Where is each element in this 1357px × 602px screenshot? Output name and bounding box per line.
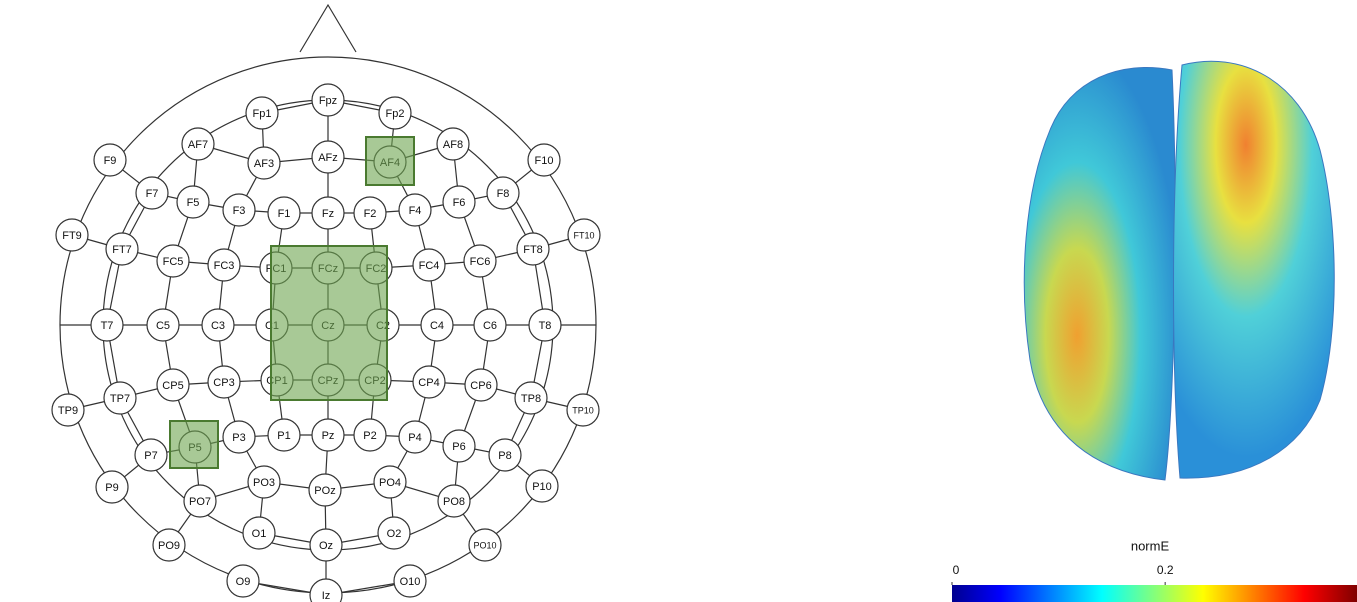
electrode-label: FC4: [419, 260, 440, 272]
electrode-label: C3: [211, 320, 225, 332]
electrode-label: C5: [156, 320, 170, 332]
electrode-label: F8: [497, 188, 510, 200]
electrode-label: FT9: [62, 230, 82, 242]
electrode-label: P3: [232, 432, 245, 444]
colorbar: normE 0 0.2: [952, 538, 1357, 602]
electrode-label: CP6: [470, 380, 491, 392]
electrode-label: F9: [104, 155, 117, 167]
electrode-label: CP5: [162, 380, 183, 392]
electrode-label: Iz: [322, 590, 331, 602]
electrode-label: FC5: [163, 256, 184, 268]
electrode-label: T7: [101, 320, 114, 332]
electrode-label: TP7: [110, 393, 130, 405]
electrode-label: PO7: [189, 496, 211, 508]
electrode-label: TP8: [521, 393, 541, 405]
figure: Fp1FpzFp2AF7AF3AFzAF4AF8F9F7F5F3F1FzF2F4…: [0, 0, 1357, 602]
colorbar-title: normE: [1131, 538, 1170, 553]
electrode-label: P7: [144, 450, 157, 462]
electrode-label: C4: [430, 320, 444, 332]
electrode-label: TP10: [572, 405, 594, 415]
electrode-label: P6: [452, 441, 465, 453]
electrode-label: PO3: [253, 477, 275, 489]
electrode-label: T8: [539, 320, 552, 332]
electrode-label: PO9: [158, 540, 180, 552]
electrode-label: Fp1: [253, 108, 272, 120]
electrode-label: AF7: [188, 139, 208, 151]
electrode-label: P10: [532, 481, 552, 493]
electrode-label: P8: [498, 450, 511, 462]
electrode-label: PO8: [443, 496, 465, 508]
electrode-label: F1: [278, 208, 291, 220]
electrode-label: O9: [236, 576, 251, 588]
colorbar-gradient: [952, 585, 1357, 602]
brain: [1024, 61, 1334, 480]
electrode-label: PO10: [473, 540, 496, 550]
electrode-label: FT8: [523, 244, 543, 256]
electrode-label: Fpz: [319, 95, 337, 107]
electrode-label: AF8: [443, 139, 463, 151]
electrode-label: F5: [187, 197, 200, 209]
electrode-label: FT7: [112, 244, 132, 256]
electrode-label: F2: [364, 208, 377, 220]
electrode-label: AFz: [318, 152, 338, 164]
electrode-label: FT10: [573, 230, 594, 240]
electrode-label: P2: [363, 430, 376, 442]
electrode-label: P9: [105, 482, 118, 494]
electrode-label: POz: [314, 485, 335, 497]
colorbar-tick-label: 0: [953, 563, 960, 577]
electrode-label: AF3: [254, 158, 274, 170]
electrode-label: Pz: [322, 430, 335, 442]
electrode-label: O2: [387, 528, 402, 540]
electrode-label: F7: [146, 188, 159, 200]
highlight-boxes: [170, 137, 414, 468]
electrode-label: Fp2: [386, 108, 405, 120]
electrode-label: Fz: [322, 208, 334, 220]
electrode-label: FC6: [470, 256, 491, 268]
electrode-label: FC3: [214, 260, 235, 272]
electrode-label: C6: [483, 320, 497, 332]
electrode-label: F3: [233, 205, 246, 217]
colorbar-tick-label: 0.2: [1157, 563, 1174, 577]
electrode-label: F6: [453, 197, 466, 209]
electrode-label: F4: [409, 205, 422, 217]
electrode-label: F10: [535, 155, 554, 167]
electrode-label: O1: [252, 528, 267, 540]
electrode-label: TP9: [58, 405, 78, 417]
electrode-label: O10: [400, 576, 421, 588]
electrode-label: CP3: [213, 377, 234, 389]
electrode-label: P4: [408, 432, 421, 444]
electrode-label: PO4: [379, 477, 401, 489]
electrode-label: CP4: [418, 377, 439, 389]
electrode-label: P1: [277, 430, 290, 442]
electrode-label: Oz: [319, 540, 333, 552]
